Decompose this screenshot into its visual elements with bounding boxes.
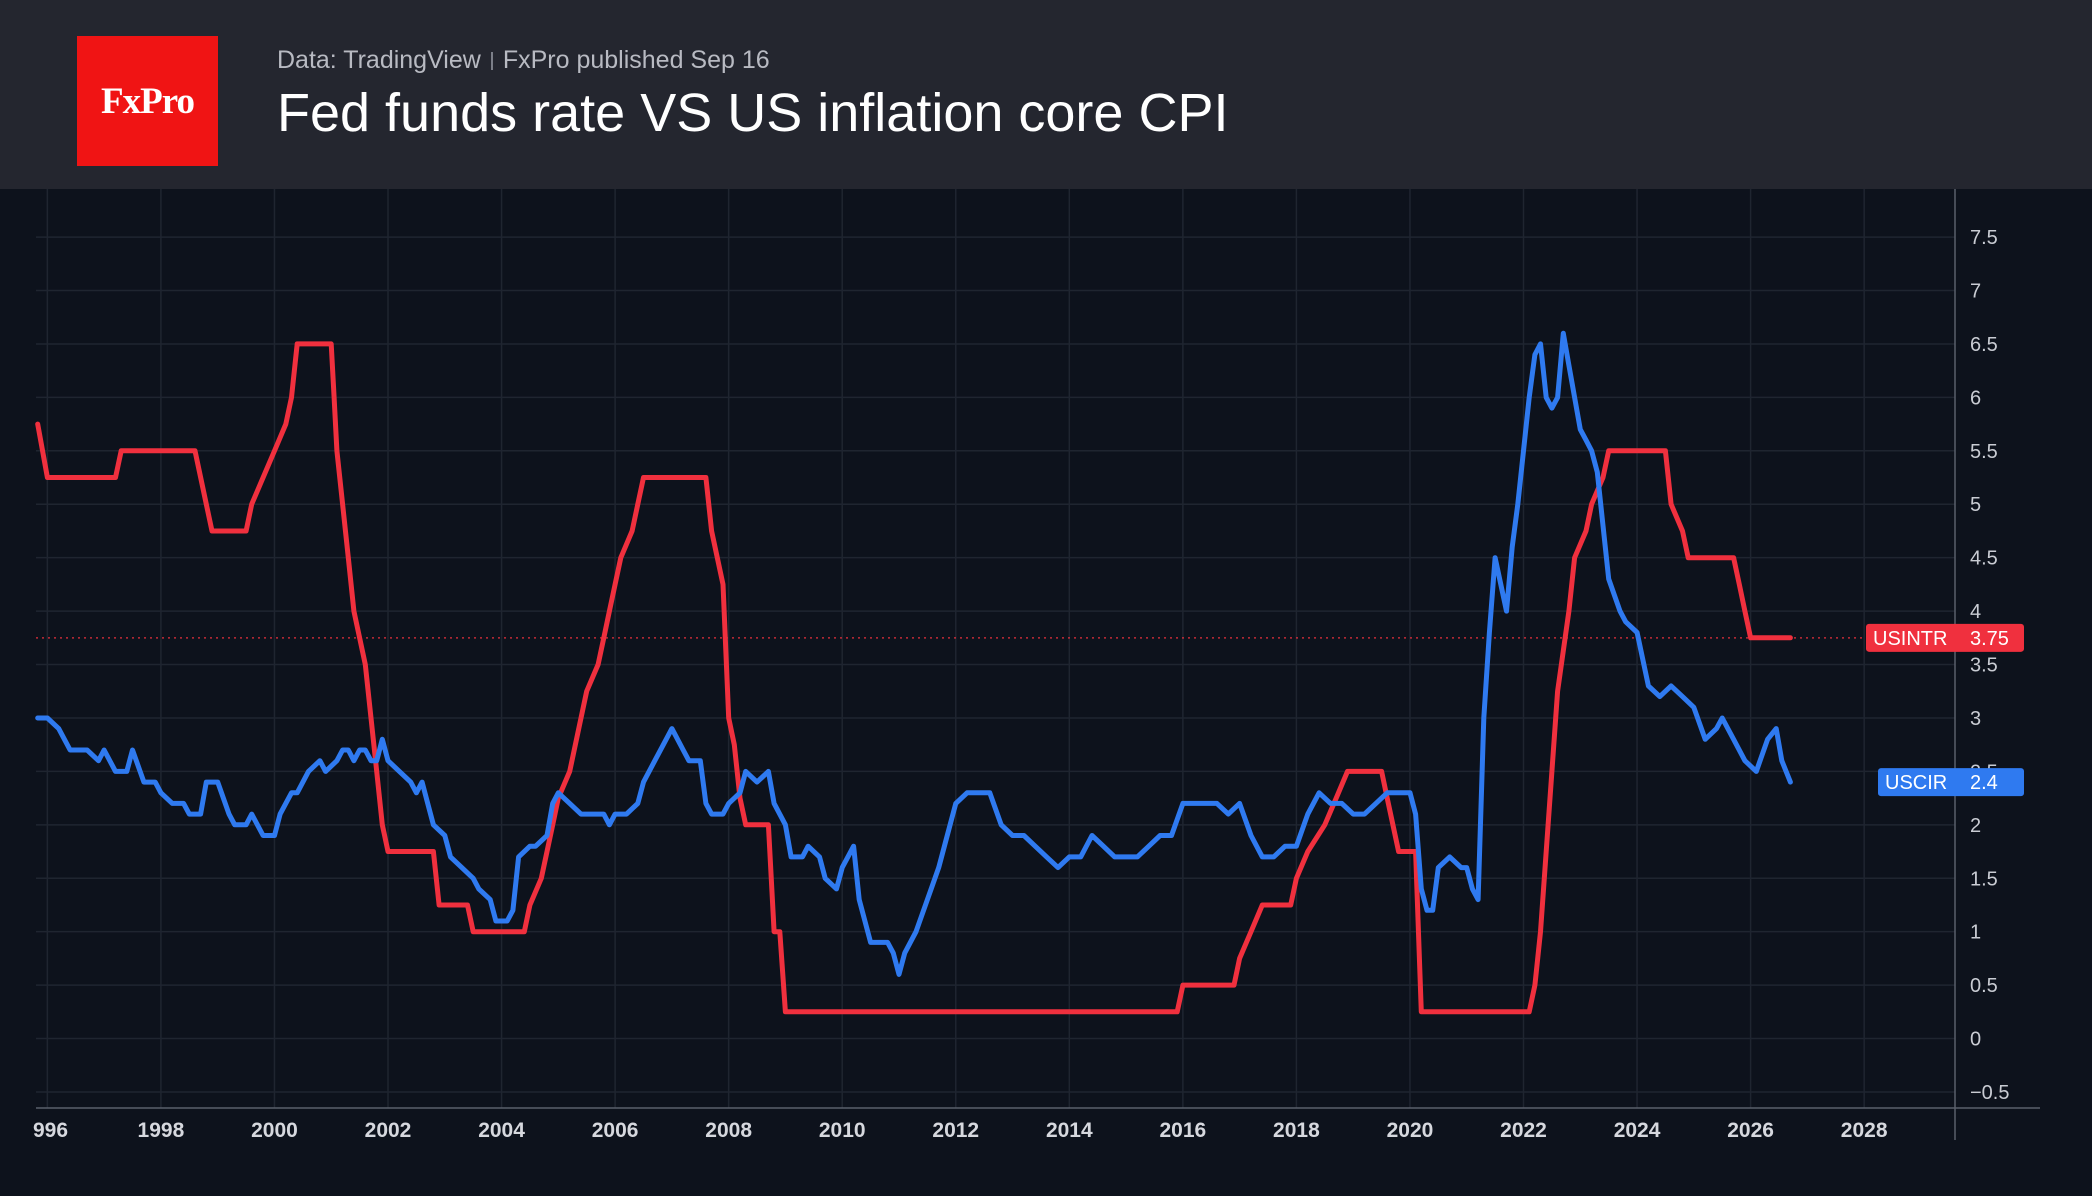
data-source: Data: TradingView <box>277 46 481 74</box>
publisher: FxPro published Sep 16 <box>502 46 770 74</box>
y-tick-label: 4 <box>1970 601 1981 623</box>
y-tick-label: 5.5 <box>1970 441 1998 463</box>
y-tick-label: 6.5 <box>1970 334 1998 356</box>
logo-text: FxPro <box>101 80 195 122</box>
x-tick-label: 1998 <box>138 1119 185 1142</box>
y-tick-label: 4.5 <box>1970 548 1998 570</box>
y-tick-label: 0 <box>1970 1029 1981 1051</box>
x-tick-label: 2020 <box>1387 1119 1434 1142</box>
badge-series-name: USCIR <box>1885 772 1947 794</box>
y-tick-label: −0.5 <box>1970 1082 2009 1104</box>
y-tick-label: 7.5 <box>1970 227 1998 249</box>
separator <box>490 51 493 70</box>
x-tick-label: 2022 <box>1500 1119 1547 1142</box>
badge-series-name: USINTR <box>1873 628 1947 650</box>
grid <box>36 189 1955 1108</box>
y-tick-label: 3 <box>1970 708 1981 730</box>
x-tick-label: 2004 <box>478 1119 525 1142</box>
y-tick-label: 0.5 <box>1970 975 1998 997</box>
x-tick-label: 2002 <box>365 1119 412 1142</box>
series-line-uscir <box>35 330 1793 977</box>
y-tick-label: 5 <box>1970 494 1981 516</box>
series-layer <box>35 330 1793 1015</box>
x-tick-label: 2028 <box>1841 1119 1888 1142</box>
badge-usintr <box>1866 623 2024 652</box>
x-tick-label: 2012 <box>932 1119 979 1142</box>
subtitle: Data: TradingView FxPro published Sep 16 <box>277 46 770 75</box>
y-tick-label: 3.5 <box>1970 655 1998 677</box>
badge-last-value: 3.75 <box>1970 628 2009 650</box>
x-tick-label: 996 <box>33 1119 68 1142</box>
chart-title: Fed funds rate VS US inflation core CPI <box>277 83 1229 143</box>
x-tick-label: 2018 <box>1273 1119 1320 1142</box>
axes <box>36 189 2040 1140</box>
tick-labels: 7.576.565.554.543.532.521.510.50−0.59961… <box>33 227 2009 1142</box>
badge-uscir <box>1878 768 2024 797</box>
x-tick-label: 2024 <box>1614 1119 1661 1142</box>
y-tick-label: 1 <box>1970 922 1981 944</box>
header-bar: FxPro Data: TradingView FxPro published … <box>0 0 2092 189</box>
series-line-usintr <box>35 341 1793 1015</box>
badge-last-value: 2.4 <box>1970 772 1998 794</box>
x-tick-label: 2014 <box>1046 1119 1093 1142</box>
price-badges: USINTR 3.75 USCIR 2.4 <box>1866 623 2024 797</box>
y-tick-label: 2 <box>1970 815 1981 837</box>
x-tick-label: 2026 <box>1727 1119 1774 1142</box>
x-tick-label: 2010 <box>819 1119 866 1142</box>
x-tick-label: 2016 <box>1159 1119 1206 1142</box>
x-tick-label: 2006 <box>592 1119 639 1142</box>
x-tick-label: 2008 <box>705 1119 752 1142</box>
fxpro-logo: FxPro <box>77 36 218 166</box>
y-tick-label: 7 <box>1970 281 1981 303</box>
x-tick-label: 2000 <box>251 1119 298 1142</box>
y-tick-label: 6 <box>1970 387 1981 409</box>
y-tick-label: 1.5 <box>1970 868 1998 890</box>
